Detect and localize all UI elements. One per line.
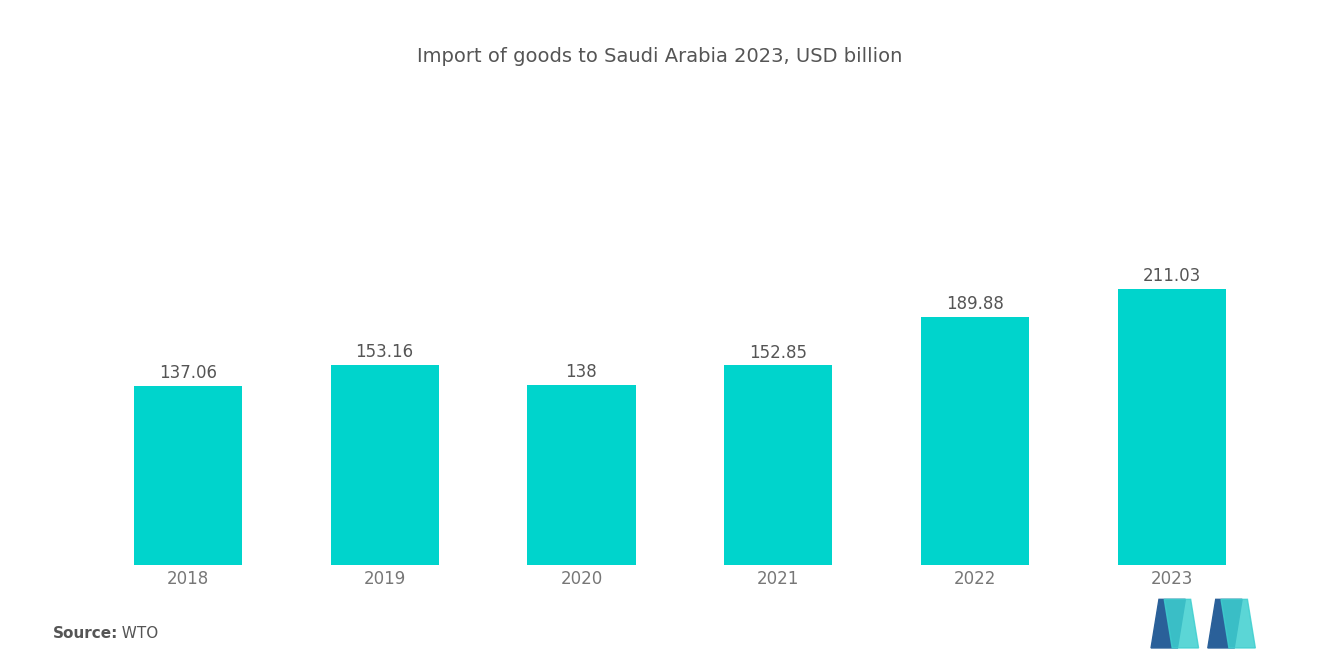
Polygon shape	[1221, 599, 1255, 648]
Text: Source:: Source:	[53, 626, 119, 642]
Bar	[725, 366, 833, 565]
Text: 152.85: 152.85	[750, 344, 807, 362]
Polygon shape	[1151, 599, 1185, 648]
Text: 189.88: 189.88	[946, 295, 1005, 313]
Text: WTO: WTO	[112, 626, 158, 642]
Text: 211.03: 211.03	[1143, 267, 1201, 285]
Text: Import of goods to Saudi Arabia 2023, USD billion: Import of goods to Saudi Arabia 2023, US…	[417, 47, 903, 66]
Bar	[133, 386, 242, 565]
Text: 138: 138	[565, 363, 597, 381]
Bar	[527, 385, 635, 565]
Polygon shape	[1164, 599, 1199, 648]
Text: 137.06: 137.06	[158, 364, 216, 382]
Bar	[330, 365, 438, 565]
Text: 153.16: 153.16	[355, 343, 413, 361]
Polygon shape	[1208, 599, 1242, 648]
Bar	[921, 317, 1030, 565]
Bar	[1118, 289, 1226, 565]
